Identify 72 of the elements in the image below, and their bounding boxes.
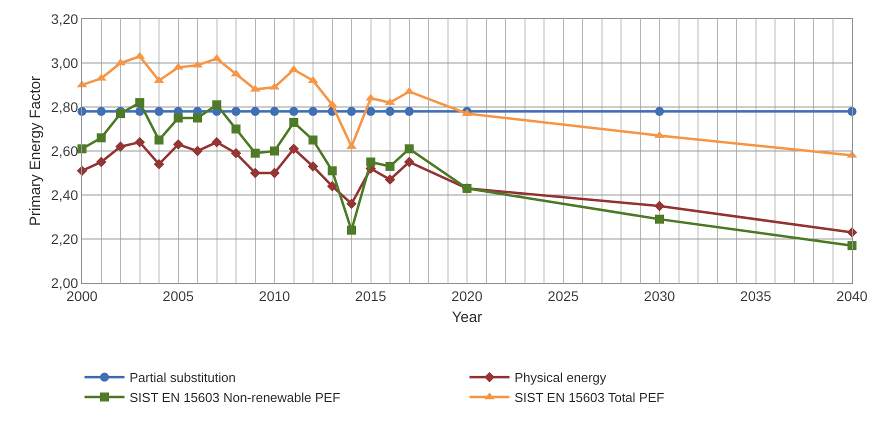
y-tick-label: 2,20 [50,230,78,247]
point [115,141,126,152]
point [404,156,414,168]
point [173,139,184,150]
point [250,106,260,116]
y-tick-label: 2,60 [50,142,78,159]
x-tick-label: 2030 [644,288,676,304]
point [289,106,298,116]
point [289,118,298,127]
point [384,174,396,185]
point [386,106,394,116]
x-tick-label: 2025 [548,288,580,304]
point [96,133,106,142]
point [270,146,279,156]
point [232,124,240,134]
point [250,84,260,92]
legend-label: SIST EN 15603 Non-renewable PEF [130,390,340,406]
point [327,100,338,108]
point [308,106,318,116]
point [654,200,665,212]
point [270,106,279,116]
point [269,168,280,178]
point [250,148,260,158]
x-tick-label: 2015 [355,288,387,304]
point [404,106,414,116]
x-axis-title: Year [452,308,482,326]
x-tick-label: 2035 [740,288,772,304]
x-tick-label: 2040 [836,288,868,304]
point [250,168,260,178]
point [96,156,106,168]
y-tick-label: 2,80 [50,98,78,115]
point [116,109,125,118]
legend-label: SIST EN 15603 Total PEF [514,390,664,406]
x-tick-label: 2005 [162,288,194,304]
point [655,214,664,224]
y-axis-title: Primary Energy Factor [27,76,44,226]
legend-label: Physical energy [514,370,607,386]
point [134,52,145,59]
point [347,226,356,235]
y-tick-label: 3,00 [50,54,78,71]
point [655,106,664,116]
y-tick-label: 2,40 [50,186,78,203]
point [346,198,357,209]
point [288,144,299,154]
point [404,144,414,154]
point [135,98,144,108]
point [232,106,240,116]
point [174,114,183,122]
x-tick-label: 2020 [451,288,483,304]
point [327,181,338,192]
point [173,62,184,70]
point [154,159,164,170]
point [134,137,145,148]
legend-label: Partial substitution [130,370,236,386]
point [96,106,106,116]
point [366,106,376,116]
point [366,158,376,166]
point [308,161,318,172]
point [96,74,106,81]
point [308,136,318,144]
point [230,148,242,158]
point [192,146,203,156]
point [154,136,164,144]
point [212,137,222,148]
point [193,114,202,122]
x-tick-label: 2010 [258,288,290,304]
y-tick-label: 3,20 [50,10,78,27]
point [347,106,356,116]
point [212,100,222,110]
point [386,162,394,171]
point [328,166,337,176]
point [154,106,164,116]
